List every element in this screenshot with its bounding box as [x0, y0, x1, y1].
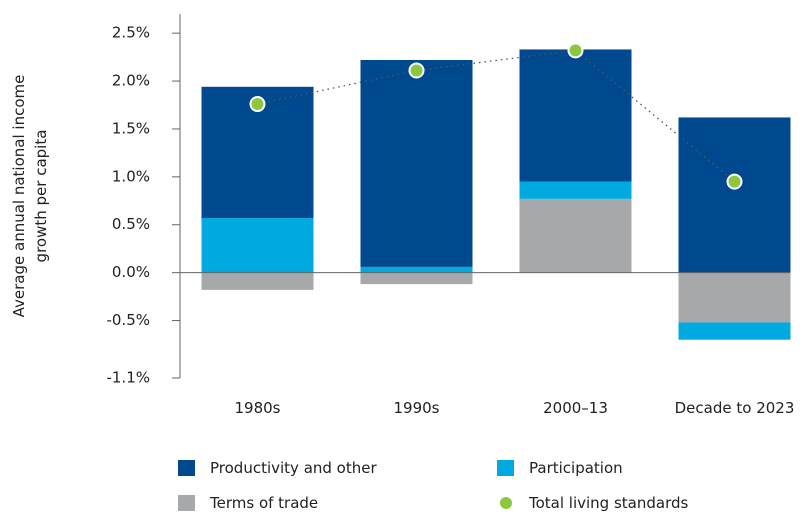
bar: [678, 117, 791, 273]
x-tick-label: 2000–13: [543, 399, 608, 417]
bar: [519, 181, 632, 199]
y-axis-label: Average annual national income growth pe…: [10, 74, 50, 318]
bar: [360, 266, 473, 273]
point: [567, 42, 584, 59]
bar: [678, 322, 791, 340]
line: [257, 49, 735, 183]
legend-swatch: [497, 460, 514, 476]
x-tick-label: 1990s: [393, 399, 440, 417]
y-tick-label: 1.0%: [112, 167, 150, 185]
legend-label: Total living standards: [529, 494, 689, 512]
legend-label: Productivity and other: [210, 459, 377, 477]
bar: [360, 272, 473, 285]
bar: [201, 218, 314, 273]
bar: [201, 272, 314, 290]
y-tick-label: 2.0%: [112, 72, 150, 90]
y-tick-label: 2.5%: [112, 24, 150, 42]
y-tick-label: 0.0%: [112, 263, 150, 281]
y-tick-label: -1.1%: [106, 369, 150, 387]
bar: [519, 198, 632, 273]
bar: [360, 59, 473, 267]
bar: [519, 49, 632, 182]
y-tick-label: -0.5%: [106, 311, 150, 329]
bar: [678, 272, 791, 323]
legend-swatch: [500, 497, 512, 509]
point: [408, 62, 425, 79]
y-tick-label: 0.5%: [112, 215, 150, 233]
legend-swatch: [178, 460, 195, 476]
x-tick-label: 1980s: [234, 399, 281, 417]
y-tick-label: 1.5%: [112, 119, 150, 137]
legend-label: Terms of trade: [210, 494, 319, 512]
point: [726, 173, 743, 190]
legend-label: Participation: [529, 459, 623, 477]
point: [249, 96, 266, 113]
x-tick-label: Decade to 2023: [674, 399, 795, 417]
legend-swatch: [178, 495, 195, 511]
